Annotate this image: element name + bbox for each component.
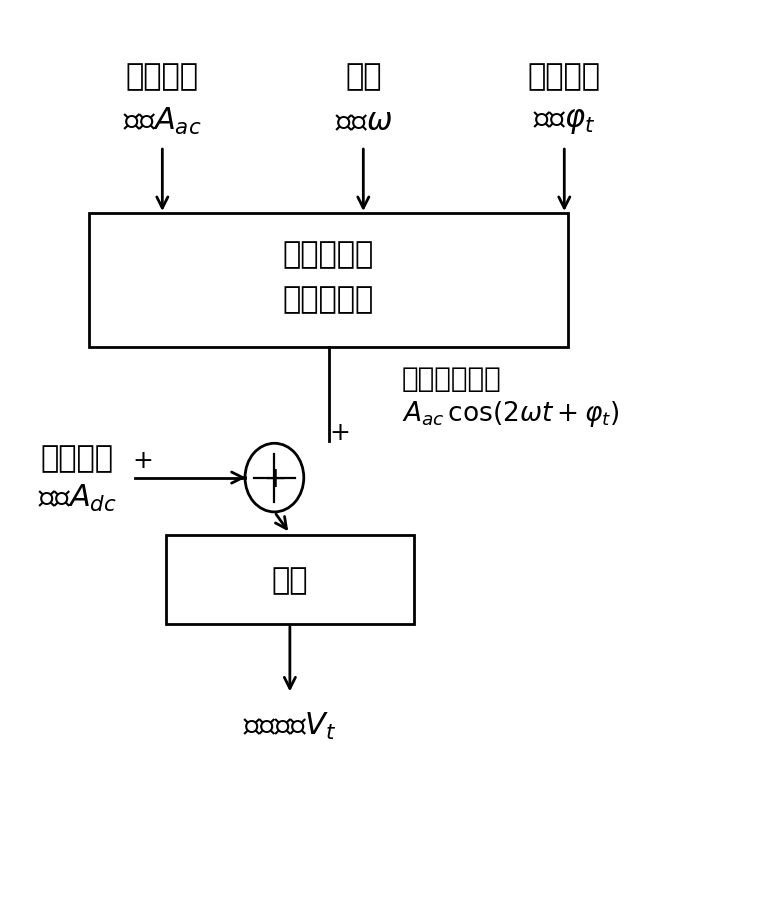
Text: 交流分量: 交流分量 xyxy=(528,62,601,91)
Text: 相位$\varphi_t$: 相位$\varphi_t$ xyxy=(533,107,595,136)
Text: 交流分量: 交流分量 xyxy=(126,62,199,91)
Bar xyxy=(166,536,414,624)
Text: 字计算方法: 字计算方法 xyxy=(283,285,374,314)
Text: +: + xyxy=(132,448,154,472)
Text: 幅度$A_{ac}$: 幅度$A_{ac}$ xyxy=(123,106,202,137)
Text: 直流调谐: 直流调谐 xyxy=(41,444,114,473)
Text: 坐标旋转数: 坐标旋转数 xyxy=(283,240,374,269)
Text: 交流调谐信号: 交流调谐信号 xyxy=(402,364,502,393)
Text: $A_{ac}\,\cos(2\omega t+\varphi_t)$: $A_{ac}\,\cos(2\omega t+\varphi_t)$ xyxy=(402,398,619,428)
Text: 驱动: 驱动 xyxy=(345,62,382,91)
Text: 根号: 根号 xyxy=(271,566,308,594)
Text: $+$: $+$ xyxy=(264,464,285,492)
Text: 调谐信号$V_t$: 调谐信号$V_t$ xyxy=(243,711,336,741)
Text: 信号$A_{dc}$: 信号$A_{dc}$ xyxy=(38,483,117,513)
Bar xyxy=(89,214,568,347)
Text: 频率$\omega$: 频率$\omega$ xyxy=(335,107,392,136)
Text: +: + xyxy=(329,421,351,445)
